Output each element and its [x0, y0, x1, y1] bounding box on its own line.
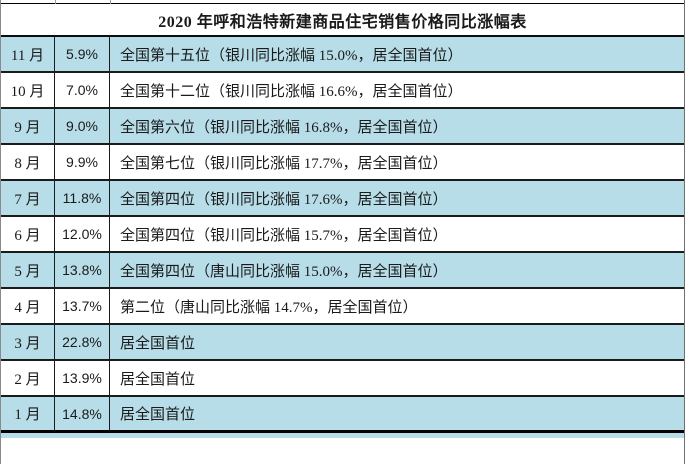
cropped-row-edge [1, 0, 684, 4]
note-cell: 全国第四位（唐山同比涨幅 15.0%，居全国首位） [120, 263, 448, 280]
month-cell: 11 月 [1, 37, 55, 71]
rate-cell: 7.0% [55, 73, 110, 107]
note-cell: 全国第四位（银川同比涨幅 15.7%，居全国首位） [120, 227, 448, 244]
month-cell: 1 月 [1, 397, 55, 430]
rate-cell: 14.8% [55, 397, 110, 430]
month-cell: 6 月 [1, 217, 55, 251]
table-row-may: 5 月 13.8% 全国第四位（唐山同比涨幅 15.0%，居全国首位） [1, 253, 684, 289]
table-title: 2020 年呼和浩特新建商品住宅销售价格同比涨幅表 [1, 4, 684, 37]
note-cell: 全国第十二位（银川同比涨幅 16.6%，居全国首位） [120, 83, 463, 100]
table-row-sep: 9 月 9.0% 全国第六位（银川同比涨幅 16.8%，居全国首位） [1, 109, 684, 145]
note-cell: 全国第六位（银川同比涨幅 16.8%，居全国首位） [120, 119, 448, 136]
rate-cell: 5.9% [55, 37, 110, 71]
rate-cell: 11.8% [55, 181, 110, 215]
month-cell: 2 月 [1, 361, 55, 395]
table-row-jul: 7 月 11.8% 全国第四位（银川同比涨幅 17.6%，居全国首位） [1, 181, 684, 217]
table-row-jan: 1 月 14.8% 居全国首位 [1, 397, 684, 433]
table-row-mar: 3 月 22.8% 居全国首位 [1, 325, 684, 361]
table-row-apr: 4 月 13.7% 第二位（唐山同比涨幅 14.7%，居全国首位） [1, 289, 684, 325]
note-cell: 全国第十五位（银川同比涨幅 15.0%，居全国首位） [120, 47, 463, 64]
month-cell: 8 月 [1, 145, 55, 179]
rate-cell: 13.8% [55, 253, 110, 287]
table-row-oct: 10 月 7.0% 全国第十二位（银川同比涨幅 16.6%，居全国首位） [1, 73, 684, 109]
cropped-bottom-edge [1, 433, 684, 438]
table-row-jun: 6 月 12.0% 全国第四位（银川同比涨幅 15.7%，居全国首位） [1, 217, 684, 253]
month-cell: 9 月 [1, 109, 55, 143]
column-divider-tick [55, 0, 56, 4]
rate-cell: 13.9% [55, 361, 110, 395]
month-cell: 10 月 [1, 73, 55, 107]
note-cell: 全国第四位（银川同比涨幅 17.6%，居全国首位） [120, 191, 448, 208]
rate-cell: 9.0% [55, 109, 110, 143]
note-cell: 全国第七位（银川同比涨幅 17.7%，居全国首位） [120, 155, 448, 172]
rate-cell: 12.0% [55, 217, 110, 251]
rate-cell: 13.7% [55, 289, 110, 323]
table-row-feb: 2 月 13.9% 居全国首位 [1, 361, 684, 397]
note-cell: 居全国首位 [120, 407, 196, 423]
table-row-aug: 8 月 9.9% 全国第七位（银川同比涨幅 17.7%，居全国首位） [1, 145, 684, 181]
month-cell: 7 月 [1, 181, 55, 215]
note-cell: 居全国首位 [120, 335, 196, 352]
month-cell: 3 月 [1, 325, 55, 359]
month-cell: 4 月 [1, 289, 55, 323]
month-cell: 5 月 [1, 253, 55, 287]
table-row-nov: 11 月 5.9% 全国第十五位（银川同比涨幅 15.0%，居全国首位） [1, 37, 684, 73]
column-divider-tick [110, 0, 111, 4]
rate-cell: 9.9% [55, 145, 110, 179]
rate-cell: 22.8% [55, 325, 110, 359]
note-cell: 第二位（唐山同比涨幅 14.7%，居全国首位） [120, 299, 418, 316]
note-cell: 居全国首位 [120, 371, 196, 388]
